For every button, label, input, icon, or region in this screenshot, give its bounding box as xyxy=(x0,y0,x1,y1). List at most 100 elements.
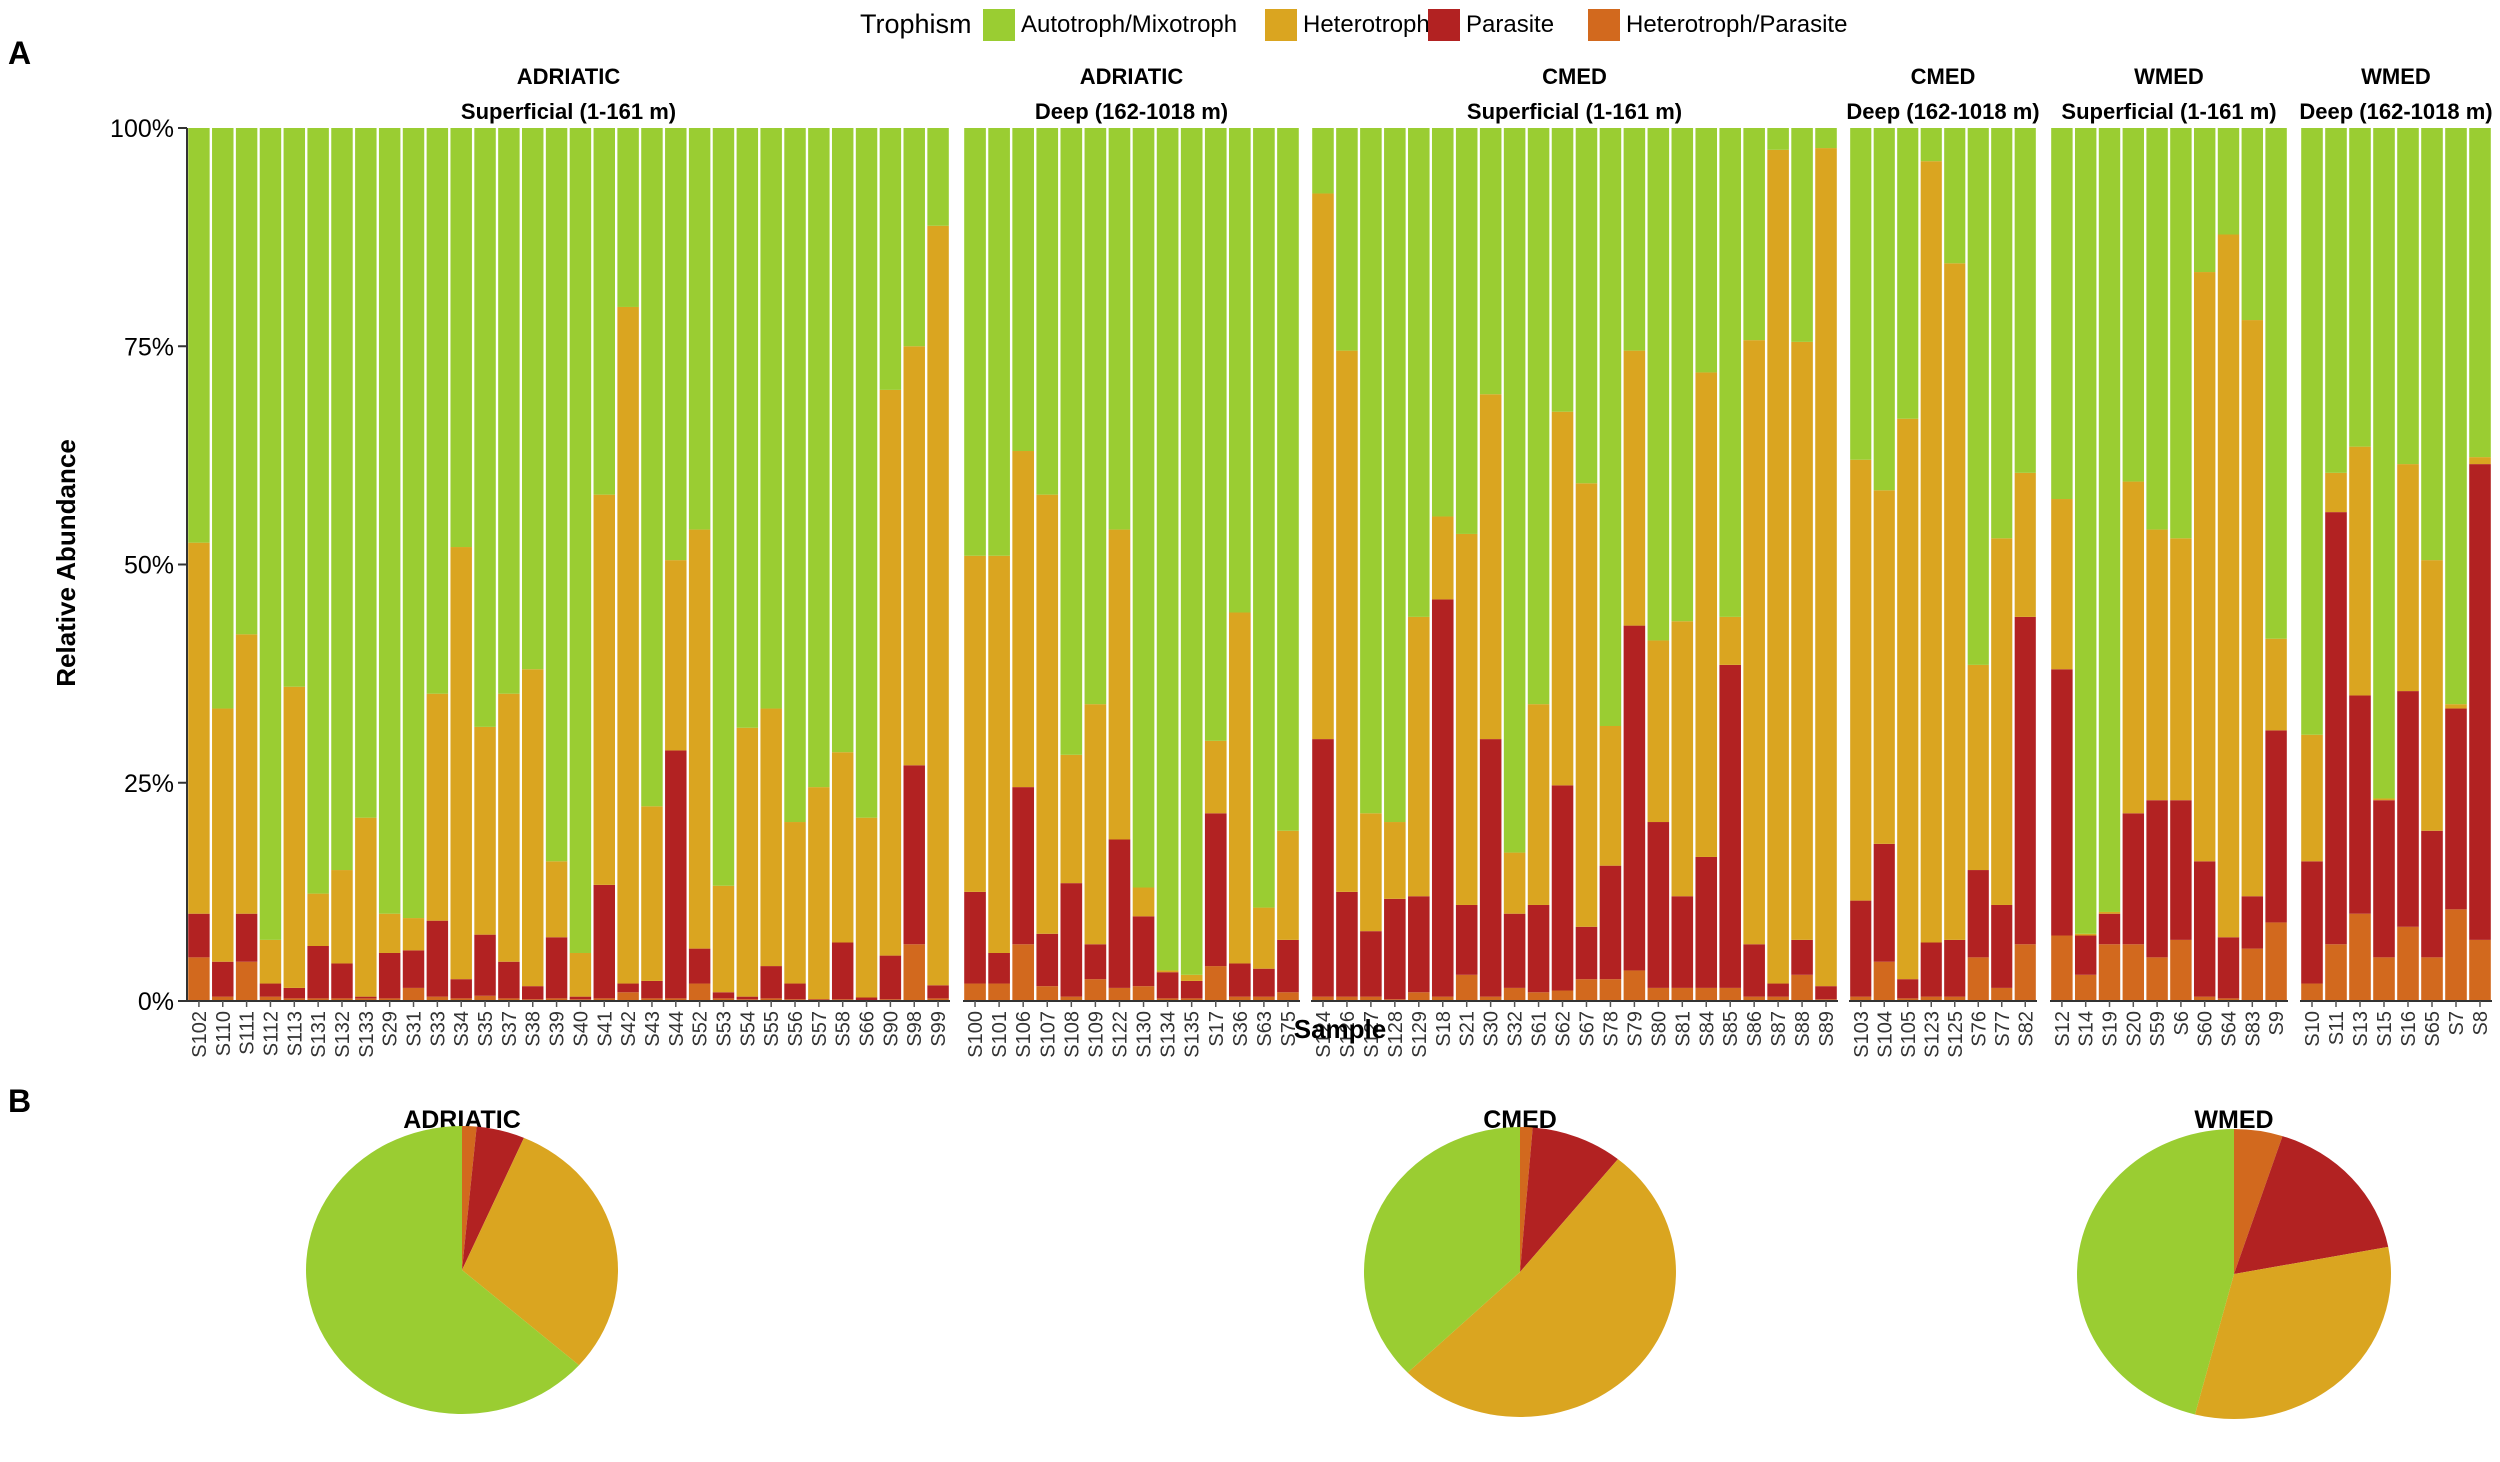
bar-heterotroph xyxy=(1873,490,1895,844)
x-tick-label: S55 xyxy=(761,1011,783,1047)
bar-autotroph-mixotroph xyxy=(331,128,353,871)
bar-parasite xyxy=(2146,800,2168,958)
bar-parasite xyxy=(188,913,210,958)
bar-parasite xyxy=(402,950,425,988)
pie-slice-heterotroph xyxy=(1407,1159,1676,1417)
legend-swatch xyxy=(1588,9,1620,41)
bar-autotroph-mixotroph xyxy=(903,128,925,347)
x-tick-label: S39 xyxy=(547,1011,569,1047)
bars xyxy=(187,128,2492,1002)
bar-parasite xyxy=(450,979,472,999)
x-tick-label: S6 xyxy=(2171,1011,2193,1035)
bar-parasite xyxy=(378,952,401,999)
bar-heterotroph xyxy=(1156,970,1179,973)
bar-heterotroph-parasite xyxy=(1228,996,1251,1001)
bar-autotroph-mixotroph xyxy=(2421,128,2443,561)
bar-heterotroph xyxy=(1695,372,1718,857)
bar-autotroph-mixotroph xyxy=(1384,128,1406,823)
x-tick-label: S83 xyxy=(2242,1011,2264,1047)
x-tick-label: S107 xyxy=(1037,1011,1059,1058)
pie-slice-heterotroph xyxy=(2194,1246,2391,1419)
bar-parasite xyxy=(1920,942,1942,997)
facet-title-depth: Superficial (1-161 m) xyxy=(2061,99,2276,124)
x-tick-label: S44 xyxy=(666,1011,688,1047)
bar-heterotroph-parasite xyxy=(617,992,639,1001)
bar-heterotroph-parasite xyxy=(1503,987,1526,1001)
x-tick-label: S41 xyxy=(594,1011,616,1047)
x-tick-label: S78 xyxy=(1600,1011,1622,1047)
bar-heterotroph xyxy=(1336,350,1358,892)
bar-heterotroph-parasite xyxy=(1455,974,1478,1001)
bar-heterotroph xyxy=(1850,459,1872,901)
pie-slice-parasite xyxy=(462,1126,524,1270)
bar-heterotroph xyxy=(307,893,329,946)
bar-heterotroph-parasite xyxy=(2301,983,2323,1001)
bar-parasite xyxy=(808,999,830,1001)
bar-heterotroph-parasite xyxy=(2217,998,2240,1001)
bar-heterotroph xyxy=(2074,933,2097,936)
bar-heterotroph-parasite xyxy=(1408,992,1430,1001)
bar-heterotroph-parasite xyxy=(1743,996,1765,1001)
bar-heterotroph xyxy=(1312,193,1334,740)
y-tick-label: 75% xyxy=(124,333,174,361)
bar-heterotroph xyxy=(569,952,592,997)
bar-heterotroph xyxy=(1060,754,1083,884)
bar-heterotroph xyxy=(1455,533,1478,905)
bar-heterotroph-parasite xyxy=(498,998,520,1001)
bar-heterotroph-parasite xyxy=(1719,987,1741,1001)
x-tick-label: S112 xyxy=(260,1011,282,1056)
bar-heterotroph xyxy=(988,555,1010,953)
bar-heterotroph-parasite xyxy=(2349,913,2371,1001)
bar-parasite xyxy=(474,934,496,996)
facet-title-depth: Deep (162-1018 m) xyxy=(2299,99,2492,124)
bar-autotroph-mixotroph xyxy=(1527,128,1550,705)
x-tick-label: S52 xyxy=(690,1011,712,1047)
x-tick-label: S103 xyxy=(1851,1011,1873,1058)
bar-heterotroph xyxy=(1897,418,1919,980)
bar-heterotroph xyxy=(2373,798,2395,801)
facet-title-depth: Superficial (1-161 m) xyxy=(1467,99,1682,124)
bar-parasite xyxy=(665,750,687,999)
bar-heterotroph-parasite xyxy=(1360,996,1382,1001)
bar-parasite xyxy=(1336,891,1358,997)
bar-heterotroph-parasite xyxy=(1791,974,1813,1001)
pie-slice-parasite xyxy=(1520,1127,1618,1272)
bar-heterotroph-parasite xyxy=(1920,996,1942,1001)
x-tick-label: S36 xyxy=(1230,1011,1252,1047)
bar-autotroph-mixotroph xyxy=(1647,128,1670,641)
bar-heterotroph xyxy=(593,494,615,885)
bar-heterotroph xyxy=(498,693,520,962)
bar-heterotroph xyxy=(2265,638,2287,731)
bar-autotroph-mixotroph xyxy=(1312,128,1334,194)
bar-autotroph-mixotroph xyxy=(1767,128,1789,150)
bar-parasite xyxy=(1132,916,1155,987)
bar-autotroph-mixotroph xyxy=(2265,128,2287,639)
bar-autotroph-mixotroph xyxy=(2098,128,2121,912)
facet-title-depth: Deep (162-1018 m) xyxy=(1846,99,2039,124)
x-tick-label: S37 xyxy=(499,1011,521,1047)
x-tick-label: S104 xyxy=(1874,1011,1896,1058)
x-tick-label: S128 xyxy=(1385,1011,1407,1058)
bar-heterotroph xyxy=(1012,451,1035,788)
bar-heterotroph xyxy=(1967,664,1989,871)
bar-heterotroph xyxy=(1084,704,1107,945)
bar-heterotroph xyxy=(188,542,210,914)
bar-heterotroph-parasite xyxy=(1312,996,1334,1001)
bar-autotroph-mixotroph xyxy=(2397,128,2419,465)
bar-autotroph-mixotroph xyxy=(855,128,878,818)
x-tick-label: S132 xyxy=(332,1011,354,1058)
bar-heterotroph-parasite xyxy=(2098,944,2121,1001)
x-tick-label: S30 xyxy=(1481,1011,1503,1047)
x-tick-label: S58 xyxy=(833,1011,855,1047)
bar-heterotroph-parasite xyxy=(2445,909,2467,1001)
bar-heterotroph-parasite xyxy=(1431,996,1454,1001)
bar-heterotroph xyxy=(1599,726,1622,866)
bar-heterotroph xyxy=(2122,481,2145,814)
bar-parasite xyxy=(2265,730,2287,923)
facet-title-region: CMED xyxy=(1911,64,1976,89)
bar-heterotroph-parasite xyxy=(2469,939,2491,1001)
bar-autotroph-mixotroph xyxy=(2051,128,2073,500)
bar-parasite xyxy=(593,884,615,999)
x-tick-label: S80 xyxy=(1648,1011,1670,1047)
x-tick-label: S7 xyxy=(2446,1011,2468,1035)
